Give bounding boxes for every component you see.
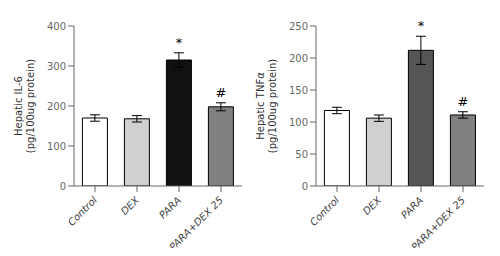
svg-text:PARA+DEX 25: PARA+DEX 25 (409, 194, 467, 248)
svg-text:300: 300 (47, 61, 66, 72)
svg-text:#: # (458, 94, 469, 109)
svg-text:Control: Control (66, 194, 100, 228)
svg-text:PARA: PARA (157, 194, 183, 220)
svg-text:PARA: PARA (399, 194, 425, 220)
svg-text:50: 50 (295, 149, 308, 160)
svg-text:*: * (176, 35, 183, 50)
svg-text:#: # (216, 85, 227, 100)
svg-text:*: * (418, 18, 425, 33)
svg-text:DEX: DEX (361, 194, 384, 217)
svg-text:Hepatic IL-6(pg/100ug protein): Hepatic IL-6(pg/100ug protein) (13, 59, 36, 153)
svg-text:DEX: DEX (119, 194, 142, 217)
svg-text:200: 200 (47, 101, 66, 112)
svg-text:400: 400 (47, 21, 66, 32)
svg-text:Hepatic TNFα(pg/100ug protein): Hepatic TNFα(pg/100ug protein) (255, 59, 278, 153)
svg-text:PARA+DEX 25: PARA+DEX 25 (167, 194, 225, 248)
svg-text:0: 0 (60, 181, 66, 192)
svg-text:100: 100 (47, 141, 66, 152)
svg-text:Control: Control (308, 194, 342, 228)
svg-text:250: 250 (289, 21, 308, 32)
svg-text:150: 150 (289, 85, 308, 96)
svg-text:0: 0 (302, 181, 308, 192)
svg-text:200: 200 (289, 53, 308, 64)
svg-text:100: 100 (289, 117, 308, 128)
